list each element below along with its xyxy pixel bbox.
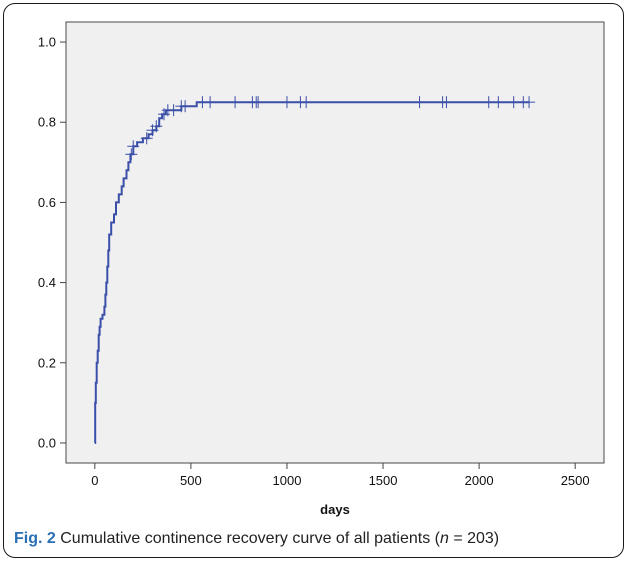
survival-curve [94,101,530,444]
y-tick-label: 0.6 [38,195,56,210]
y-tick-label: 0.2 [38,355,56,370]
y-tick-label: 0.8 [38,115,56,130]
censor-mark [523,96,536,109]
censor-mark [492,96,505,109]
x-tick-label: 500 [180,473,202,488]
x-tick-label: 2000 [465,473,494,488]
censor-mark [413,96,426,109]
y-tick-label: 0.4 [38,275,56,290]
censor-mark [204,96,217,109]
x-tick-label: 0 [91,473,98,488]
censor-mark [252,96,265,109]
x-axis-label: days [320,502,350,517]
caption-tail: = 203) [448,530,500,547]
censor-mark [179,100,192,113]
x-tick-label: 1000 [273,473,302,488]
censor-mark [229,96,242,109]
x-tick-label: 1500 [369,473,398,488]
censor-mark [440,96,453,109]
censor-mark [280,96,293,109]
figure-frame [3,3,624,558]
censor-mark [127,140,140,153]
plot-area [65,21,605,464]
censor-mark [125,148,138,161]
caption-text: Cumulative continence recovery curve of … [60,530,440,547]
caption-n: n [439,530,449,547]
x-tick-label: 2500 [561,473,590,488]
figure-caption: Fig. 2 Cumulative continence recovery cu… [14,530,499,548]
figure-label: Fig. 2 [14,530,56,547]
censor-mark [140,132,153,145]
censor-mark [300,96,313,109]
censor-mark [167,104,180,117]
y-tick-label: 1.0 [38,35,56,50]
y-tick-label: 0.0 [38,435,56,450]
censor-mark [150,120,163,133]
